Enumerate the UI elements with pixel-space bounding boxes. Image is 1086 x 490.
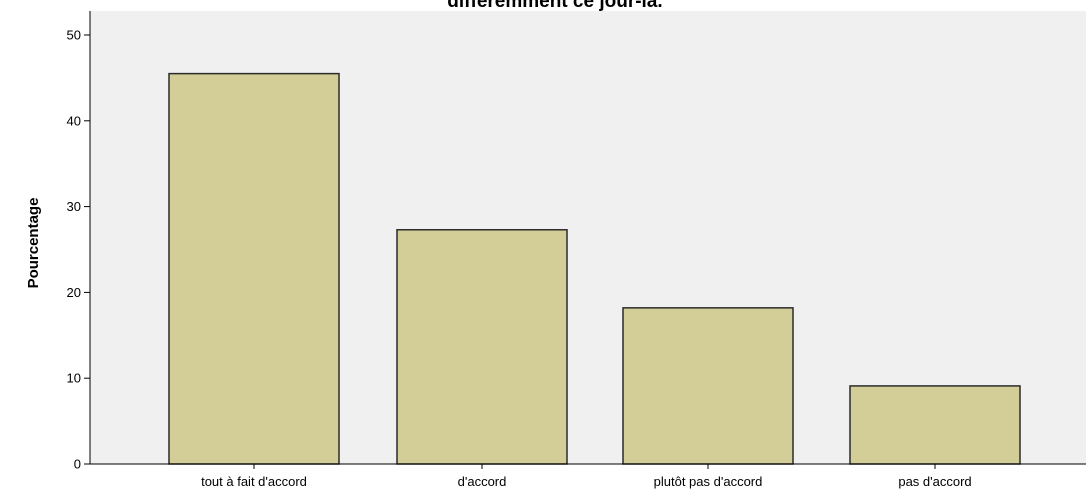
y-axis-label: Pourcentage bbox=[25, 198, 42, 289]
y-tick-label: 30 bbox=[67, 199, 81, 214]
y-tick-label: 20 bbox=[67, 285, 81, 300]
y-tick-label: 50 bbox=[67, 28, 81, 43]
chart-title: différemment ce jour-là. bbox=[447, 0, 662, 12]
x-tick-label: pas d'accord bbox=[898, 474, 971, 489]
y-tick-label: 0 bbox=[74, 457, 81, 472]
bars bbox=[168, 72, 1021, 465]
x-tick-label: tout à fait d'accord bbox=[201, 474, 307, 489]
y-tick-label: 40 bbox=[67, 113, 81, 128]
bar-3 bbox=[849, 385, 1021, 465]
bar-0 bbox=[168, 72, 340, 465]
axes: tout à fait d'accord d'accord plutôt pas d… bbox=[67, 11, 1086, 489]
bar-1 bbox=[396, 229, 568, 465]
x-tick-label: plutôt pas d'accord bbox=[654, 474, 763, 489]
x-tick-label: d'accord bbox=[458, 474, 507, 489]
bar-2 bbox=[622, 307, 794, 465]
y-tick-label: 10 bbox=[67, 371, 81, 386]
